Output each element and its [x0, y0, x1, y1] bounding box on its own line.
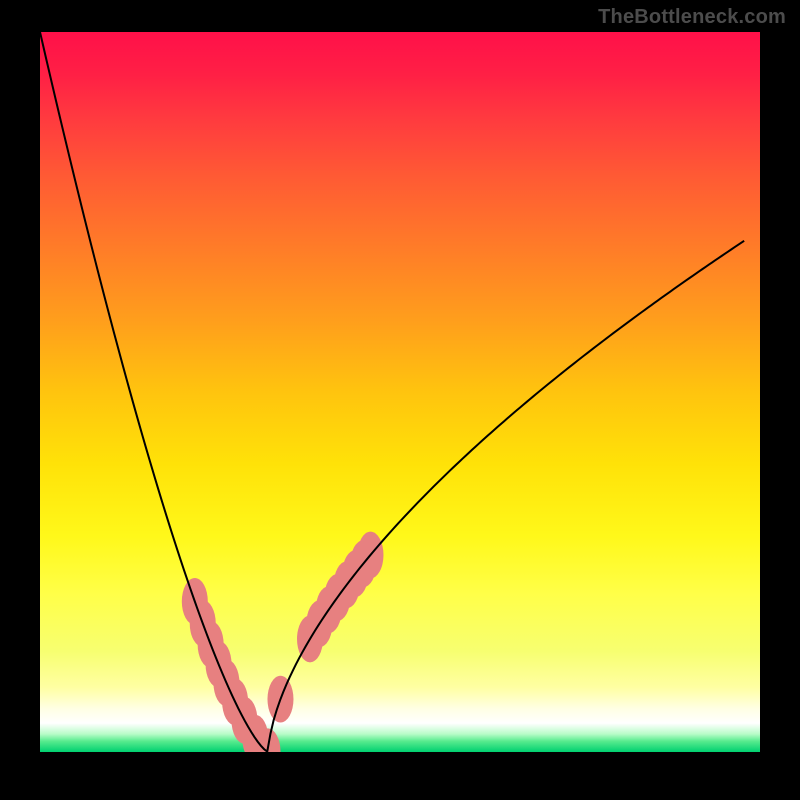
chart-svg: [40, 32, 760, 752]
watermark-text: TheBottleneck.com: [598, 6, 786, 29]
plot-area: [40, 32, 760, 752]
gradient-background: [40, 32, 760, 752]
chart-frame: TheBottleneck.com: [0, 0, 800, 800]
